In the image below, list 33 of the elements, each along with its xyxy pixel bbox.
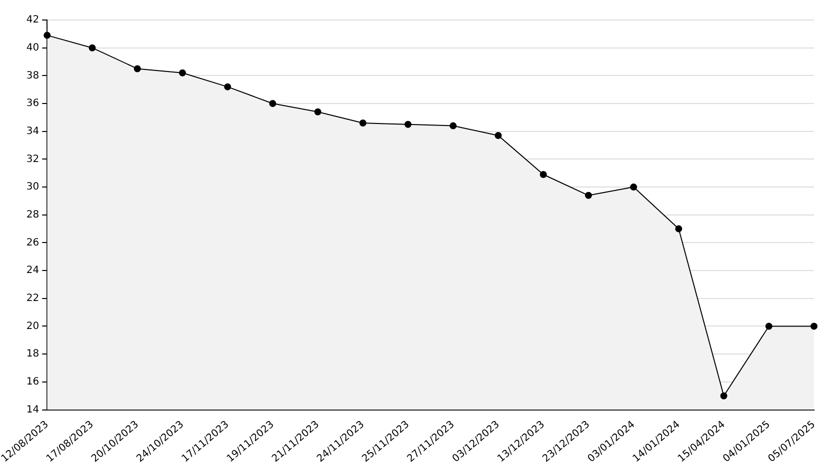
- point: [269, 100, 276, 108]
- y-tick-label: 38: [26, 70, 40, 82]
- y-tick-label: 28: [26, 209, 40, 220]
- point: [765, 322, 772, 330]
- point: [224, 83, 232, 90]
- point: [450, 122, 457, 130]
- y-tick-label: 34: [26, 126, 40, 137]
- y-tick-label: 42: [26, 14, 40, 26]
- point: [720, 392, 728, 400]
- point: [359, 120, 366, 127]
- point: [584, 192, 592, 199]
- point: [494, 132, 502, 140]
- point: [178, 69, 186, 76]
- point: [675, 225, 682, 232]
- point: [630, 184, 638, 191]
- y-tick-label: 24: [26, 265, 40, 276]
- point: [404, 120, 412, 128]
- point: [134, 65, 141, 72]
- point: [540, 171, 547, 178]
- y-tick-label: 30: [26, 182, 40, 193]
- point: [314, 108, 322, 116]
- y-tick-label: 40: [26, 42, 40, 54]
- point: [44, 32, 51, 39]
- y-tick-label: 20: [26, 320, 40, 332]
- y-tick-label: 36: [26, 98, 40, 110]
- y-tick-label: 22: [26, 292, 40, 304]
- y-tick-label: 32: [26, 154, 40, 165]
- y-tick-label: 18: [26, 348, 40, 360]
- y-tick-label: 16: [26, 376, 40, 388]
- y-tick-label: 26: [26, 237, 40, 248]
- y-tick-label: 14: [26, 404, 40, 416]
- point: [88, 44, 96, 52]
- point: [810, 322, 818, 330]
